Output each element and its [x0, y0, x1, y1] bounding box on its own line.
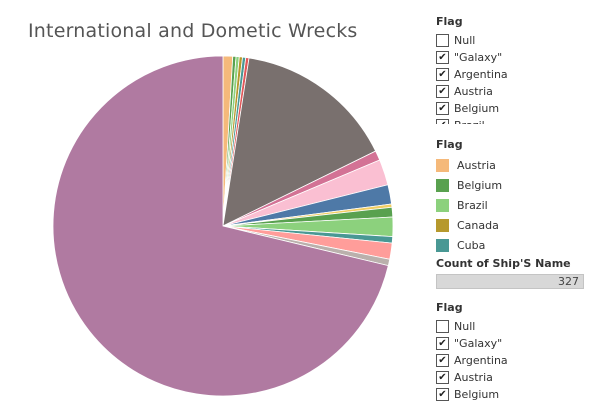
filter-item-label: "Galaxy": [454, 51, 503, 64]
legend-label: Belgium: [457, 178, 503, 192]
filter-item-label: Belgium: [454, 388, 500, 401]
legend-item[interactable]: Canada: [436, 215, 586, 235]
filter-item[interactable]: Null: [436, 32, 586, 49]
legend-item[interactable]: Cuba: [436, 235, 586, 255]
legend-swatch: [436, 198, 449, 212]
legend-swatch: [436, 238, 449, 252]
filter-list[interactable]: Null✔"Galaxy"✔Argentina✔Austria✔Belgium✔…: [436, 32, 586, 124]
filter-item[interactable]: ✔ Austria: [436, 369, 586, 386]
flag-filter-top: Flag Null ✔ "Galaxy" ✔ Argentina ✔ Austria ✔ Bel…: [436, 15, 586, 124]
legend-swatch: [436, 218, 449, 232]
size-legend-title: Count of Ship'S Name: [436, 257, 571, 270]
legend-swatch: [436, 178, 449, 192]
legend-item[interactable]: Brazil: [436, 195, 586, 215]
checked-checkbox-icon[interactable]: ✔: [436, 85, 449, 98]
filter-item-label: Argentina: [454, 354, 508, 367]
filter-list[interactable]: Null ✔ "Galaxy" ✔ Argentina ✔ Austria ✔ Belgium: [436, 318, 586, 406]
filter-item[interactable]: ✔ Belgium: [436, 100, 586, 117]
filter-item[interactable]: ✔ Belgium: [436, 386, 586, 403]
legend-label: Canada: [457, 218, 499, 232]
legend-list[interactable]: Austria Belgium Brazil Canada Cuba: [436, 155, 586, 255]
legend-label: Brazil: [457, 198, 488, 212]
filter-item-label: Null: [454, 320, 476, 333]
pie-slice-16[interactable]: [52, 55, 389, 397]
filter-title: Flag: [436, 15, 463, 28]
checked-checkbox-icon[interactable]: ✔: [436, 354, 449, 367]
checked-checkbox-icon[interactable]: ✔: [436, 68, 449, 81]
pie-chart[interactable]: [0, 0, 430, 400]
filter-item[interactable]: ✔ "Galaxy": [436, 49, 586, 66]
checked-checkbox-icon[interactable]: ✔: [436, 119, 449, 124]
checked-checkbox-icon[interactable]: ✔: [436, 102, 449, 115]
filter-item[interactable]: ✔ Austria: [436, 83, 586, 100]
checked-checkbox-icon[interactable]: ✔: [436, 51, 449, 64]
legend-item[interactable]: Austria: [436, 155, 586, 175]
filter-item[interactable]: ✔ Argentina: [436, 66, 586, 83]
size-legend-bar: 327: [436, 274, 584, 289]
filter-item-label: "Galaxy": [454, 337, 503, 350]
unchecked-checkbox-icon[interactable]: [436, 320, 449, 333]
chart-title: International and Dometic Wrecks: [28, 20, 358, 42]
legend-label: Austria: [457, 158, 496, 172]
filter-item-label: Argentina: [454, 68, 508, 81]
legend-item[interactable]: Belgium: [436, 175, 586, 195]
filter-item-label: Null: [454, 34, 476, 47]
legend-title: Flag: [436, 138, 463, 151]
size-legend: Count of Ship'S Name 327: [436, 257, 586, 289]
legend-label: Cuba: [457, 238, 486, 252]
flag-filter-bottom: Flag Null ✔ "Galaxy" ✔ Argentina ✔ Austria ✔ Bel…: [436, 301, 586, 406]
filter-item-label: Belgium: [454, 102, 500, 115]
filter-item[interactable]: ✔ Argentina: [436, 352, 586, 369]
filter-item[interactable]: Null: [436, 318, 586, 335]
filter-title: Flag: [436, 301, 463, 314]
pie-slice-6[interactable]: [222, 57, 377, 227]
checked-checkbox-icon[interactable]: ✔: [436, 371, 449, 384]
filter-item-label: Austria: [454, 85, 493, 98]
checked-checkbox-icon[interactable]: ✔: [436, 337, 449, 350]
checked-checkbox-icon[interactable]: ✔: [436, 388, 449, 401]
legend-swatch: [436, 158, 449, 172]
unchecked-checkbox-icon[interactable]: [436, 34, 449, 47]
filter-item[interactable]: ✔ Brazil: [436, 117, 586, 124]
size-legend-value: 327: [558, 275, 579, 288]
filter-item-label: Brazil: [454, 119, 485, 124]
filter-item[interactable]: ✔ "Galaxy": [436, 335, 586, 352]
flag-color-legend: Flag Austria Belgium Brazil Canada Cuba: [436, 138, 586, 255]
filter-item-label: Austria: [454, 371, 493, 384]
